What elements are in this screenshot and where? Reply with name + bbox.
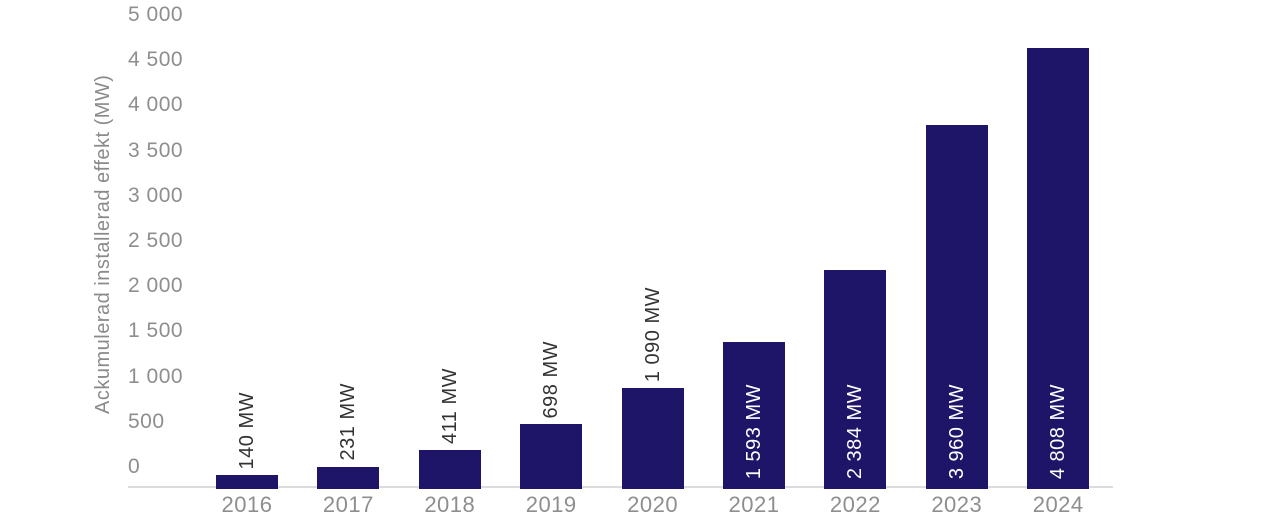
bar-value-label-2022: 2 384 MW (844, 383, 867, 479)
x-axis-label-2016: 2016 (221, 492, 273, 517)
x-axis-label-2022: 2022 (829, 492, 881, 517)
bar-2019 (520, 424, 583, 489)
y-tick-label-3000: 3 000 (128, 183, 184, 207)
bar-2022 (824, 269, 887, 489)
y-tick-label-3500: 3 500 (128, 138, 184, 162)
x-axis-label-2020: 2020 (627, 492, 679, 517)
bar-2020 (621, 388, 684, 489)
bar-2021 (723, 342, 785, 489)
y-axis-title: Ackumulerad installerad effekt (MW) (92, 74, 114, 414)
y-tick-label-1500: 1 500 (128, 319, 184, 343)
bar-value-label-2017: 231 MW (337, 383, 360, 461)
bar-2023 (925, 125, 988, 489)
y-tick-label-5000: 5 000 (128, 3, 184, 26)
x-axis-label-2024: 2024 (1032, 492, 1084, 517)
y-tick-label-4500: 4 500 (128, 48, 184, 72)
y-tick-label-2500: 2 500 (128, 229, 184, 252)
x-axis-label-2018: 2018 (424, 492, 476, 517)
x-axis-line (128, 486, 1113, 488)
bar-value-label-2019: 698 MW (540, 340, 563, 419)
bar-value-label-2024: 4 808 MW (1047, 383, 1070, 479)
bar-2024 (1027, 47, 1090, 489)
bar-2016 (216, 475, 278, 489)
bar-value-label-2021: 1 593 MW (743, 383, 765, 479)
x-axis-label-2019: 2019 (525, 492, 577, 517)
y-tick-label-4000: 4 000 (128, 93, 184, 117)
bar-2018 (418, 450, 481, 489)
y-tick-label-2000: 2 000 (128, 274, 184, 298)
bar-2017 (317, 466, 380, 489)
x-axis-label-2021: 2021 (728, 492, 780, 517)
x-axis-label-2023: 2023 (931, 492, 983, 517)
bar-value-label-2016: 140 MW (236, 391, 258, 470)
y-tick-label-500: 500 (128, 409, 165, 433)
bar-value-label-2020: 1 090 MW (641, 287, 664, 383)
y-tick-label-1000: 1 000 (128, 364, 184, 388)
x-axis-label-2017: 2017 (322, 492, 374, 517)
bar-value-label-2018: 411 MW (438, 368, 461, 445)
bar-value-label-2023: 3 960 MW (945, 383, 968, 479)
y-tick-label-0: 0 (128, 455, 141, 478)
